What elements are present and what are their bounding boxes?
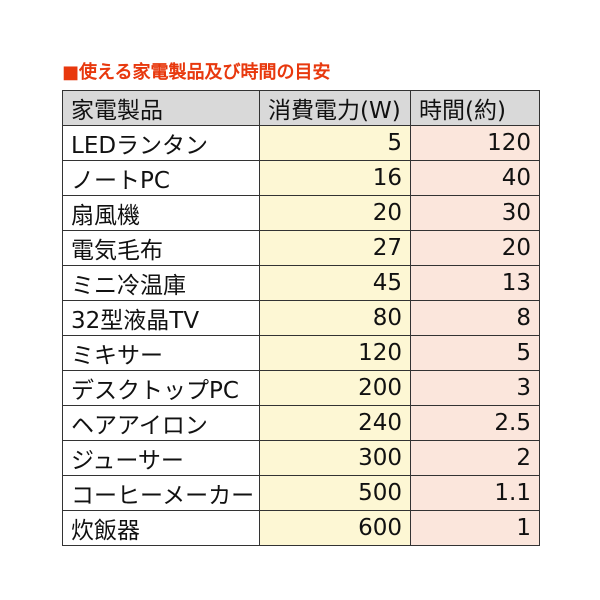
power-value: 500 [259,475,411,511]
power-value: 16 [259,160,411,196]
time-value: 8 [410,300,540,336]
table-row: 電気毛布 27 20 [62,230,540,266]
time-value: 1.1 [410,475,540,511]
table-row: ミキサー 120 5 [62,335,540,371]
power-value: 120 [259,335,411,371]
appliance-name: ジューサー [62,440,260,476]
power-value: 45 [259,265,411,301]
time-value: 120 [410,125,540,161]
header-appliance: 家電製品 [62,90,260,126]
table-row: 炊飯器 600 1 [62,510,540,546]
power-value: 300 [259,440,411,476]
table-row: デスクトップPC 200 3 [62,370,540,406]
appliance-name: ミニ冷温庫 [62,265,260,301]
time-value: 20 [410,230,540,266]
appliance-name: 32型液晶TV [62,300,260,336]
power-value: 20 [259,195,411,231]
time-value: 2.5 [410,405,540,441]
table-row: コーヒーメーカー 500 1.1 [62,475,540,511]
time-value: 2 [410,440,540,476]
time-value: 40 [410,160,540,196]
time-value: 3 [410,370,540,406]
table-row: ミニ冷温庫 45 13 [62,265,540,301]
page-title: ■使える家電製品及び時間の目安 [62,62,331,83]
appliance-name: ノートPC [62,160,260,196]
header-power: 消費電力(W) [259,90,411,126]
appliance-name: ミキサー [62,335,260,371]
appliance-name: 扇風機 [62,195,260,231]
table-row: 32型液晶TV 80 8 [62,300,540,336]
power-value: 240 [259,405,411,441]
power-value: 80 [259,300,411,336]
appliance-name: ヘアアイロン [62,405,260,441]
table-row: ヘアアイロン 240 2.5 [62,405,540,441]
time-value: 13 [410,265,540,301]
appliance-name: LEDランタン [62,125,260,161]
header-time: 時間(約) [410,90,540,126]
appliance-table: 家電製品 消費電力(W) 時間(約) LEDランタン 5 120 ノートPC 1… [62,90,540,546]
power-value: 200 [259,370,411,406]
power-value: 600 [259,510,411,546]
appliance-name: デスクトップPC [62,370,260,406]
table-header-row: 家電製品 消費電力(W) 時間(約) [62,90,540,126]
appliance-name: 炊飯器 [62,510,260,546]
time-value: 30 [410,195,540,231]
power-value: 5 [259,125,411,161]
time-value: 1 [410,510,540,546]
power-value: 27 [259,230,411,266]
time-value: 5 [410,335,540,371]
appliance-name: コーヒーメーカー [62,475,260,511]
table-row: LEDランタン 5 120 [62,125,540,161]
table-row: 扇風機 20 30 [62,195,540,231]
table-row: ノートPC 16 40 [62,160,540,196]
appliance-name: 電気毛布 [62,230,260,266]
table-row: ジューサー 300 2 [62,440,540,476]
